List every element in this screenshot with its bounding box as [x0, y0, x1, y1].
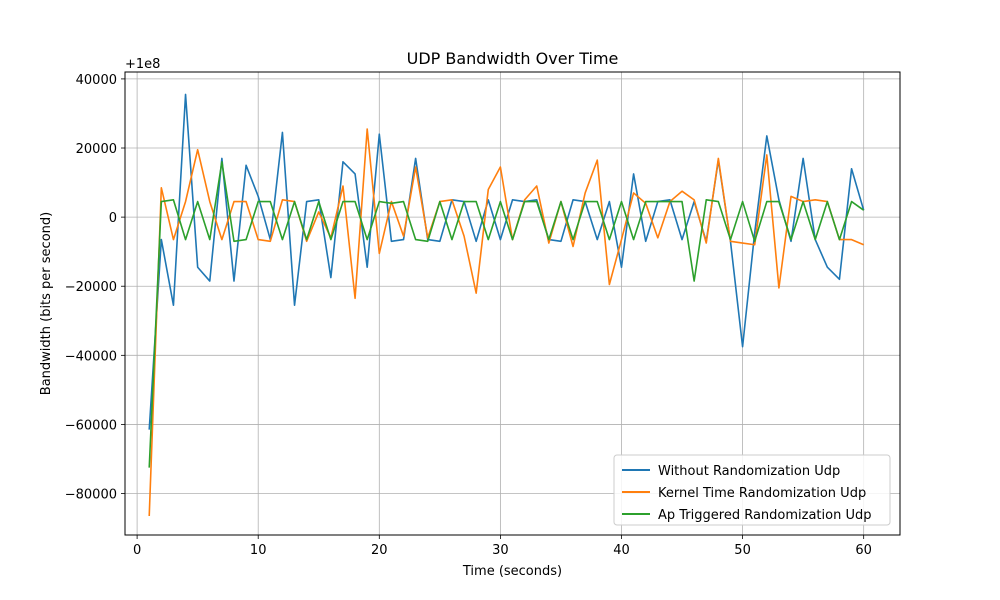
- x-axis-label: Time (seconds): [462, 564, 562, 579]
- y-axis-offset-text: +1e8: [125, 57, 160, 72]
- y-tick-label: −60000: [65, 418, 117, 433]
- y-tick-label: −80000: [65, 488, 117, 503]
- legend-label: Kernel Time Randomization Udp: [658, 486, 866, 501]
- series-line-3: [148, 161, 865, 468]
- x-tick-label: 10: [250, 543, 267, 558]
- x-tick-label: 60: [855, 543, 872, 558]
- x-tick-label: 40: [613, 543, 630, 558]
- x-tick-label: 0: [133, 543, 141, 558]
- x-tick-label: 30: [492, 543, 509, 558]
- y-tick-label: 40000: [76, 73, 117, 88]
- y-axis-label: Bandwidth (bits per second): [39, 212, 54, 395]
- y-tick-label: −40000: [65, 349, 117, 364]
- x-tick-label: 20: [371, 543, 388, 558]
- plot-frame: [124, 71, 901, 536]
- y-tick-label: −20000: [65, 280, 117, 295]
- series-line-2: [148, 128, 864, 517]
- series-lines: [148, 93, 865, 517]
- y-axis-ticks: −80000 −60000 −40000 −20000 0 20000 40000: [65, 73, 125, 503]
- grid: [125, 72, 900, 535]
- chart-title: UDP Bandwidth Over Time: [407, 49, 619, 68]
- x-axis-ticks: 0 10 20 30 40 50 60: [133, 535, 872, 558]
- x-tick-label: 50: [734, 543, 751, 558]
- legend-label: Without Randomization Udp: [658, 464, 840, 479]
- y-tick-label: 0: [109, 211, 117, 226]
- legend-box: [613, 454, 891, 526]
- y-tick-label: 20000: [76, 142, 117, 157]
- legend-label: Ap Triggered Randomization Udp: [658, 508, 871, 523]
- legend: Without Randomization Udp Kernel Time Ran…: [613, 454, 891, 526]
